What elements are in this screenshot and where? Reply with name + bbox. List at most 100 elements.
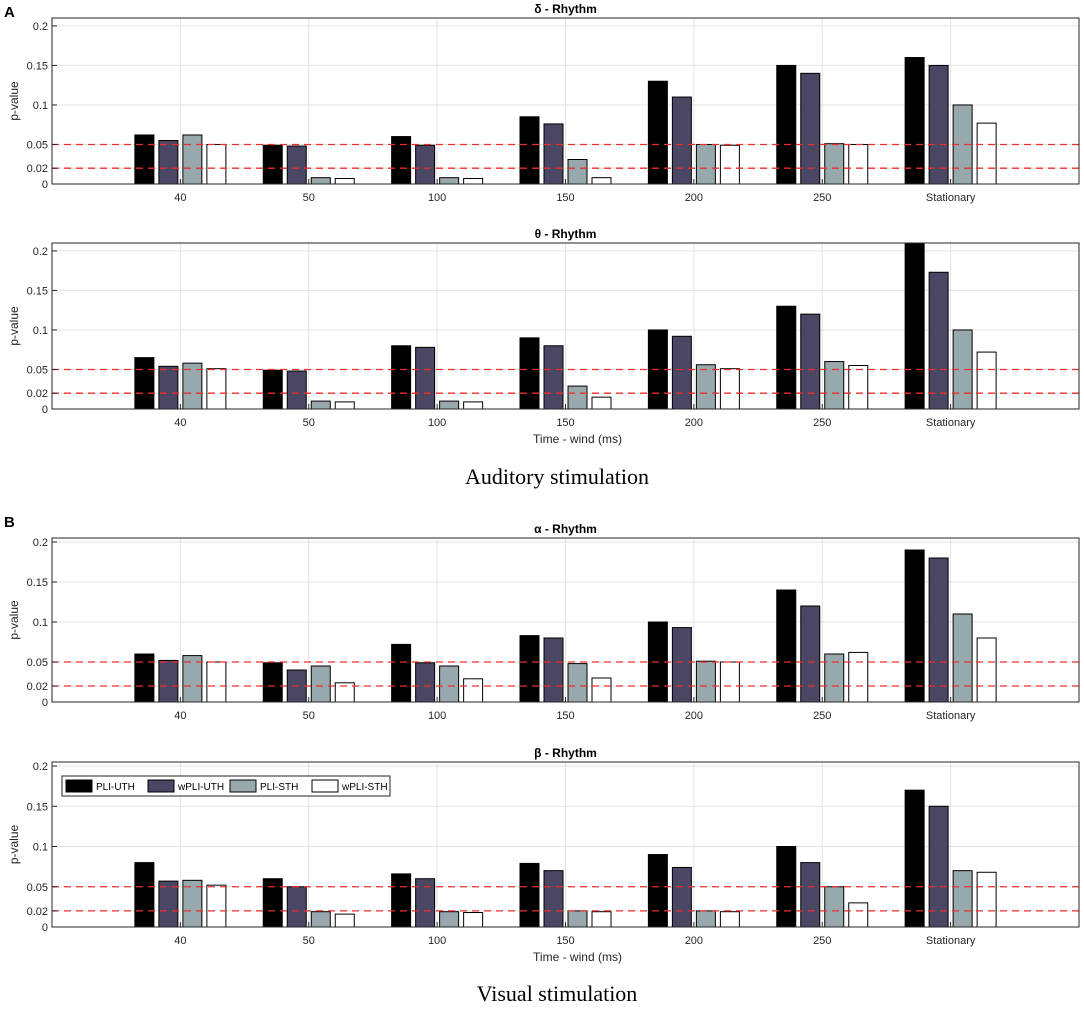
legend-swatch-pli-sth (229, 779, 257, 793)
y-tick-label: 0.1 (33, 617, 48, 629)
bar-wpli-uth-100 (415, 144, 436, 185)
bar-wpli-uth-100 (415, 346, 436, 410)
legend-swatch-pli-uth (65, 779, 93, 793)
x-tick-label: Stationary (926, 417, 976, 429)
y-tick-label: 0.02 (27, 388, 48, 400)
bar-pli-sth-50 (310, 665, 331, 703)
bar-pli-sth-stationary (952, 613, 973, 703)
bar-pli-uth-50 (262, 878, 283, 928)
y-tick-label: 0.02 (27, 163, 48, 175)
y-tick-label: 0 (42, 697, 48, 709)
bar-wpli-uth-250 (800, 313, 821, 410)
bar-pli-sth-100 (439, 665, 460, 703)
y-tick-label: 0.1 (33, 842, 48, 854)
bar-pli-uth-stationary (904, 242, 925, 410)
bar-wpli-sth-150 (591, 911, 612, 928)
x-tick-label: Stationary (926, 935, 976, 947)
bar-wpli-uth-250 (800, 862, 821, 928)
x-tick-label: 150 (556, 710, 574, 722)
bar-pli-uth-150 (519, 862, 540, 928)
bar-wpli-sth-100 (463, 912, 484, 928)
y-tick-label: 0.05 (27, 882, 48, 894)
x-tick-label: 200 (685, 417, 703, 429)
x-tick-label: 150 (556, 935, 574, 947)
y-tick-label: 0 (42, 179, 48, 191)
x-tick-label: 250 (813, 417, 831, 429)
y-tick-label: 0.02 (27, 681, 48, 693)
x-tick-label: 100 (428, 935, 446, 947)
y-axis-label: p-value (7, 600, 21, 640)
bar-wpli-uth-100 (415, 662, 436, 703)
bar-pli-uth-100 (391, 136, 412, 185)
bar-wpli-uth-100 (415, 878, 436, 928)
bar-pli-sth-150 (567, 663, 588, 703)
bar-wpli-sth-200 (719, 661, 740, 703)
y-tick-label: 0.15 (27, 801, 48, 813)
bar-wpli-sth-100 (463, 177, 484, 185)
chart-title: α - Rhythm (534, 522, 597, 536)
bar-wpli-uth-40 (158, 659, 179, 703)
bar-wpli-uth-stationary (928, 64, 949, 185)
bar-wpli-sth-250 (848, 651, 869, 703)
bar-wpli-sth-200 (719, 368, 740, 410)
bar-pli-uth-150 (519, 635, 540, 703)
x-tick-label: 50 (303, 710, 315, 722)
x-tick-label: 200 (685, 192, 703, 204)
bar-pli-sth-150 (567, 385, 588, 410)
legend-label-pli-uth: PLI-UTH (96, 782, 135, 793)
bar-pli-uth-100 (391, 873, 412, 928)
x-tick-label: 100 (428, 192, 446, 204)
bar-wpli-sth-50 (334, 913, 355, 928)
x-axis-label: Time - wind (ms) (533, 432, 622, 446)
legend-label-wpli-uth: wPLI-UTH (177, 782, 224, 793)
bar-wpli-sth-200 (719, 144, 740, 185)
y-tick-label: 0.15 (27, 60, 48, 72)
bar-wpli-uth-150 (543, 123, 564, 185)
bar-pli-sth-stationary (952, 870, 973, 928)
y-tick-label: 0.15 (27, 577, 48, 589)
bar-pli-sth-200 (695, 910, 716, 928)
bar-pli-sth-250 (824, 361, 845, 410)
legend-box (61, 775, 391, 797)
y-tick-label: 0.1 (33, 100, 48, 112)
bar-pli-sth-250 (824, 143, 845, 185)
bar-pli-uth-40 (134, 134, 155, 185)
x-tick-label: 100 (428, 417, 446, 429)
x-axis-label: Time - wind (ms) (533, 950, 622, 964)
y-tick-label: 0.2 (33, 21, 48, 33)
bar-wpli-uth-200 (671, 96, 692, 185)
x-tick-label: 200 (685, 710, 703, 722)
bar-wpli-uth-stationary (928, 271, 949, 410)
bar-pli-sth-50 (310, 400, 331, 410)
y-tick-label: 0.2 (33, 537, 48, 549)
y-tick-label: 0.2 (33, 246, 48, 258)
bar-pli-uth-100 (391, 345, 412, 410)
bar-wpli-sth-100 (463, 678, 484, 703)
x-tick-label: Stationary (926, 710, 976, 722)
bar-wpli-uth-200 (671, 627, 692, 703)
bar-wpli-uth-200 (671, 335, 692, 410)
chart-alpha-rhythm: 0 0.02 0.05 0.1 0.15 0.2 40 50 100 150 200 250 Stati… (7, 522, 1080, 722)
x-tick-label: 40 (174, 935, 186, 947)
bar-pli-uth-40 (134, 653, 155, 703)
panel-letter-a: A (4, 4, 15, 21)
bar-pli-sth-50 (310, 177, 331, 185)
caption-visual-stimulation: Visual stimulation (477, 981, 638, 1006)
bar-pli-uth-100 (391, 643, 412, 703)
bar-pli-uth-50 (262, 369, 283, 410)
bar-wpli-sth-100 (463, 401, 484, 410)
bar-wpli-sth-250 (848, 365, 869, 410)
bar-wpli-uth-150 (543, 637, 564, 703)
x-tick-label: 50 (303, 935, 315, 947)
bar-pli-sth-150 (567, 158, 588, 185)
x-tick-label: 150 (556, 417, 574, 429)
bar-wpli-sth-150 (591, 177, 612, 185)
chart-beta-rhythm: 0 0.02 0.05 0.1 0.15 0.2 40 50 100 150 200 250 Stati… (7, 746, 1080, 964)
bar-wpli-sth-250 (848, 143, 869, 185)
bar-pli-sth-250 (824, 653, 845, 703)
y-tick-label: 0.02 (27, 906, 48, 918)
x-tick-label: 40 (174, 192, 186, 204)
y-tick-label: 0.05 (27, 364, 48, 376)
bar-wpli-sth-40 (206, 884, 227, 928)
